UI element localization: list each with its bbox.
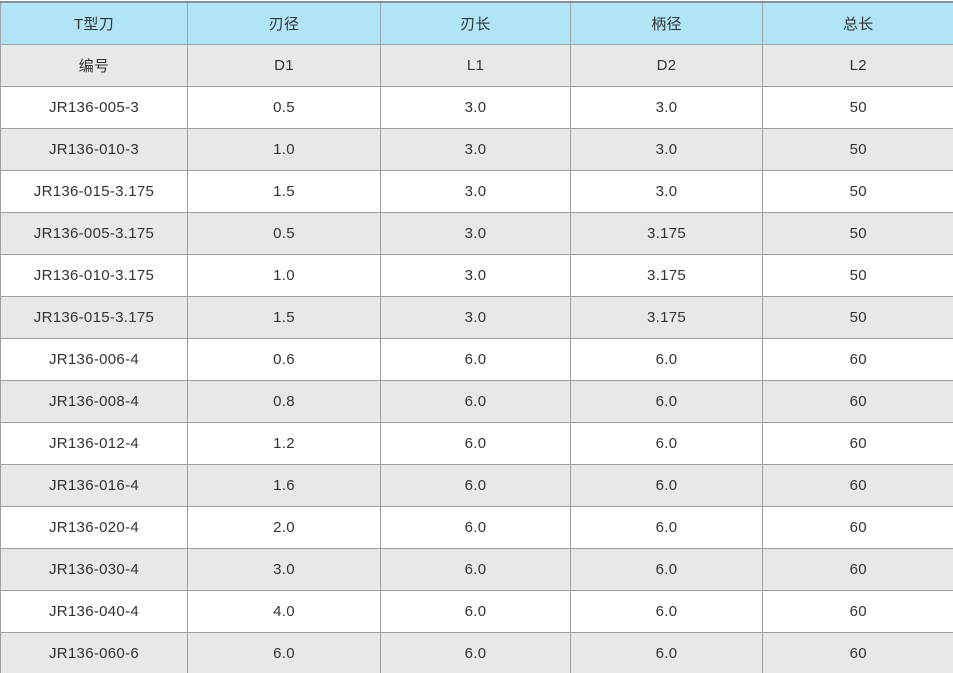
cell-d1: 3.0 <box>187 548 381 591</box>
subheader-cell-d2: D2 <box>570 44 763 87</box>
cell-d2: 6.0 <box>570 590 763 633</box>
cell-l2: 50 <box>762 170 953 213</box>
cell-l2: 50 <box>762 212 953 255</box>
cell-l2: 60 <box>762 590 953 633</box>
header-cell-shank-diameter: 柄径 <box>570 1 763 45</box>
cell-d1: 1.6 <box>187 464 381 507</box>
cell-d1: 1.2 <box>187 422 381 465</box>
cell-l1: 3.0 <box>380 296 571 339</box>
cell-d1: 1.0 <box>187 128 381 171</box>
cell-code: JR136-030-4 <box>0 548 188 591</box>
cell-d2: 6.0 <box>570 632 763 673</box>
cell-code: JR136-020-4 <box>0 506 188 549</box>
table-row: JR136-015-3.175 1.5 3.0 3.0 50 <box>0 170 953 213</box>
cell-l2: 50 <box>762 254 953 297</box>
cell-l2: 60 <box>762 548 953 591</box>
cell-l1: 6.0 <box>380 464 571 507</box>
cell-d1: 0.6 <box>187 338 381 381</box>
subheader-cell-code: 编号 <box>0 44 188 87</box>
cell-code: JR136-005-3 <box>0 86 188 129</box>
table-subheader-row: 编号 D1 L1 D2 L2 <box>0 44 953 87</box>
table-row: JR136-060-6 6.0 6.0 6.0 60 <box>0 632 953 673</box>
cell-d2: 3.175 <box>570 254 763 297</box>
table-row: JR136-012-4 1.2 6.0 6.0 60 <box>0 422 953 465</box>
table-row: JR136-030-4 3.0 6.0 6.0 60 <box>0 548 953 591</box>
cell-code: JR136-006-4 <box>0 338 188 381</box>
header-cell-blade-length: 刃长 <box>380 1 571 45</box>
cell-l1: 6.0 <box>380 548 571 591</box>
cell-d2: 6.0 <box>570 464 763 507</box>
cell-d2: 6.0 <box>570 380 763 423</box>
cell-l2: 60 <box>762 464 953 507</box>
cell-d2: 6.0 <box>570 548 763 591</box>
cell-d1: 0.5 <box>187 86 381 129</box>
cell-code: JR136-015-3.175 <box>0 296 188 339</box>
table-header-row: T型刀 刃径 刃长 柄径 总长 <box>0 1 953 45</box>
table-row: JR136-008-4 0.8 6.0 6.0 60 <box>0 380 953 423</box>
cell-d1: 6.0 <box>187 632 381 673</box>
cell-l2: 50 <box>762 296 953 339</box>
cell-l2: 50 <box>762 86 953 129</box>
cell-d1: 2.0 <box>187 506 381 549</box>
table-row: JR136-010-3.175 1.0 3.0 3.175 50 <box>0 254 953 297</box>
cell-code: JR136-008-4 <box>0 380 188 423</box>
cell-d2: 6.0 <box>570 422 763 465</box>
cell-l2: 60 <box>762 380 953 423</box>
cell-d2: 3.0 <box>570 86 763 129</box>
cell-d2: 3.175 <box>570 212 763 255</box>
table-row: JR136-016-4 1.6 6.0 6.0 60 <box>0 464 953 507</box>
cell-l2: 60 <box>762 338 953 381</box>
cell-d1: 1.5 <box>187 170 381 213</box>
cell-l1: 3.0 <box>380 212 571 255</box>
table-row: JR136-005-3.175 0.5 3.0 3.175 50 <box>0 212 953 255</box>
cell-code: JR136-015-3.175 <box>0 170 188 213</box>
cell-code: JR136-060-6 <box>0 632 188 673</box>
header-cell-t-cutter: T型刀 <box>0 1 188 45</box>
cell-l1: 6.0 <box>380 338 571 381</box>
cell-l1: 6.0 <box>380 590 571 633</box>
cell-d2: 3.0 <box>570 128 763 171</box>
cell-d2: 3.175 <box>570 296 763 339</box>
cell-l1: 3.0 <box>380 86 571 129</box>
cell-d1: 0.8 <box>187 380 381 423</box>
table-row: JR136-015-3.175 1.5 3.0 3.175 50 <box>0 296 953 339</box>
cell-l2: 60 <box>762 632 953 673</box>
table-row: JR136-040-4 4.0 6.0 6.0 60 <box>0 590 953 633</box>
cell-l1: 6.0 <box>380 422 571 465</box>
cell-l2: 50 <box>762 128 953 171</box>
cell-l2: 60 <box>762 422 953 465</box>
cell-d2: 3.0 <box>570 170 763 213</box>
subheader-cell-l1: L1 <box>380 44 571 87</box>
cell-d1: 1.5 <box>187 296 381 339</box>
header-cell-blade-diameter: 刃径 <box>187 1 381 45</box>
cell-code: JR136-010-3.175 <box>0 254 188 297</box>
cell-code: JR136-010-3 <box>0 128 188 171</box>
cell-code: JR136-016-4 <box>0 464 188 507</box>
cell-d2: 6.0 <box>570 506 763 549</box>
table-row: JR136-006-4 0.6 6.0 6.0 60 <box>0 338 953 381</box>
table-row: JR136-010-3 1.0 3.0 3.0 50 <box>0 128 953 171</box>
cell-l1: 3.0 <box>380 128 571 171</box>
cell-l1: 3.0 <box>380 254 571 297</box>
cell-l1: 3.0 <box>380 170 571 213</box>
cell-l1: 6.0 <box>380 632 571 673</box>
cell-code: JR136-040-4 <box>0 590 188 633</box>
cell-code: JR136-012-4 <box>0 422 188 465</box>
table-row: JR136-020-4 2.0 6.0 6.0 60 <box>0 506 953 549</box>
cell-d1: 0.5 <box>187 212 381 255</box>
subheader-cell-l2: L2 <box>762 44 953 87</box>
cell-l1: 6.0 <box>380 506 571 549</box>
subheader-cell-d1: D1 <box>187 44 381 87</box>
table-body: JR136-005-3 0.5 3.0 3.0 50 JR136-010-3 1… <box>0 86 953 673</box>
table-row: JR136-005-3 0.5 3.0 3.0 50 <box>0 86 953 129</box>
header-cell-total-length: 总长 <box>762 1 953 45</box>
cell-d1: 1.0 <box>187 254 381 297</box>
cell-d2: 6.0 <box>570 338 763 381</box>
cell-d1: 4.0 <box>187 590 381 633</box>
cell-l1: 6.0 <box>380 380 571 423</box>
cell-code: JR136-005-3.175 <box>0 212 188 255</box>
cell-l2: 60 <box>762 506 953 549</box>
